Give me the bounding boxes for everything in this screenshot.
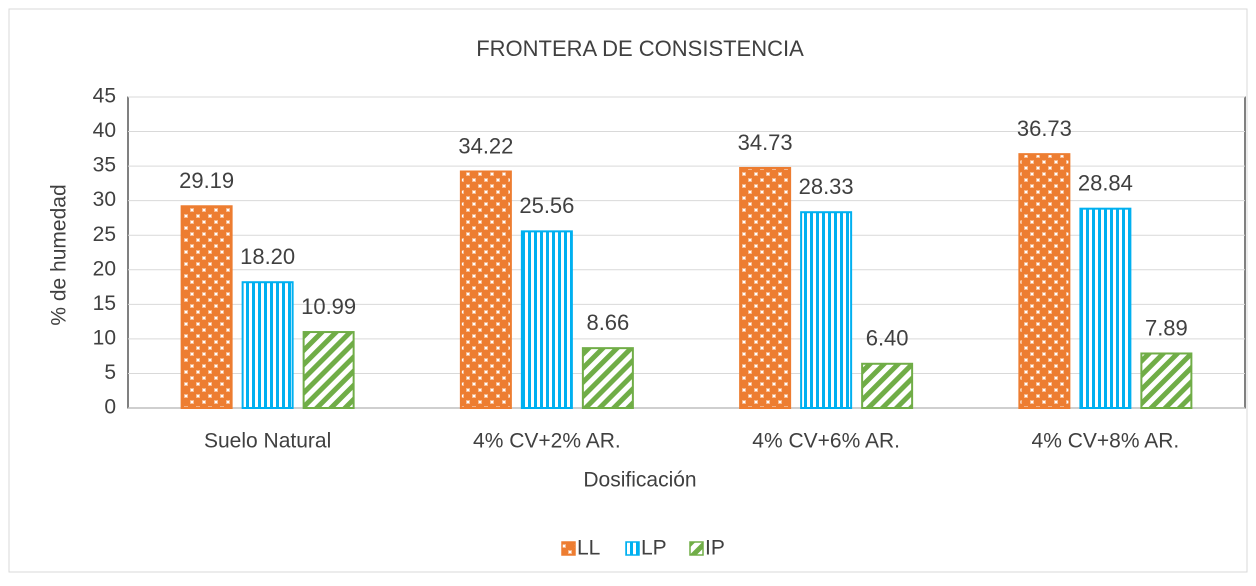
bar [739,166,792,409]
bar [180,205,233,409]
y-axis-label: % de humedad [48,184,71,325]
value-label: 29.19 [179,168,234,193]
y-tick-label: 0 [104,396,116,419]
bar [302,331,355,409]
x-tick-label: 4% CV+2% AR. [473,430,621,453]
bar [1140,352,1193,410]
value-label: 10.99 [301,294,356,319]
chart-title: FRONTERA DE CONSISTENCIA [476,36,804,61]
y-tick-label: 45 [93,85,116,108]
x-axis-label: Dosificación [583,469,696,492]
value-label: 25.56 [519,193,574,218]
legend-label: LL [577,537,600,560]
y-tick-label: 35 [93,154,116,177]
x-tick-label: 4% CV+8% AR. [1032,430,1180,453]
y-tick-label: 20 [93,257,116,280]
bar [1079,207,1132,409]
legend-swatch [689,541,704,556]
bar [241,281,294,409]
value-label: 36.73 [1017,116,1072,141]
bar [1018,153,1071,409]
bar [581,347,634,410]
bar [861,362,914,409]
y-tick-label: 25 [93,223,116,246]
y-tick-label: 40 [93,119,116,142]
x-tick-label: 4% CV+6% AR. [752,430,900,453]
legend-label: LP [641,537,667,560]
bar [800,211,853,409]
value-label: 34.73 [738,130,793,155]
x-tick-label: Suelo Natural [204,430,331,453]
value-label: 6.40 [866,326,909,351]
value-label: 28.84 [1078,170,1133,195]
value-label: 28.33 [799,174,854,199]
value-label: 34.22 [458,133,513,158]
bar [520,230,573,409]
legend-swatch [625,541,640,556]
y-tick-label: 15 [93,292,116,315]
value-label: 8.66 [586,310,629,335]
value-label: 18.20 [240,244,295,269]
y-tick-label: 5 [104,361,116,384]
legend-label: IP [705,537,725,560]
value-label: 7.89 [1145,315,1188,340]
y-tick-label: 10 [93,326,116,349]
y-tick-label: 30 [93,188,116,211]
legend-swatch [561,541,576,556]
bar [459,170,512,409]
